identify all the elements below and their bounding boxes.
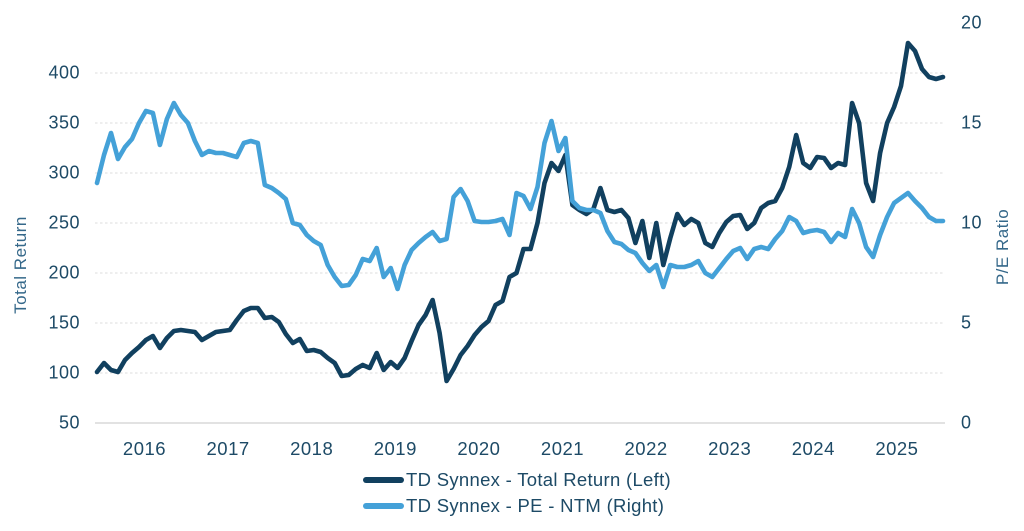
y-axis-left-tick-label: 50 xyxy=(58,412,80,433)
x-axis-year-label: 2017 xyxy=(206,438,250,459)
y-axis-left-tick-label: 250 xyxy=(48,212,80,233)
x-axis-year-label: 2020 xyxy=(457,438,501,459)
x-axis-year-label: 2019 xyxy=(373,438,417,459)
total-return-line-swatch-icon xyxy=(363,476,404,484)
x-axis-year-label: 2023 xyxy=(708,438,752,459)
legend-item-pe-ntm: TD Synnex - PE - NTM (Right) xyxy=(363,495,671,517)
y-axis-right-tick-label: 0 xyxy=(961,412,972,433)
x-axis-year-label: 2021 xyxy=(540,438,585,459)
y-axis-left-tick-label: 300 xyxy=(48,162,80,183)
x-axis-year-label: 2018 xyxy=(290,438,334,459)
y-axis-right-tick-label: 15 xyxy=(961,112,983,133)
pe-ntm-line-swatch-icon xyxy=(363,502,404,510)
x-axis-year-label: 2022 xyxy=(624,438,668,459)
x-axis-year-label: 2024 xyxy=(791,438,835,459)
y-axis-left-tick-label: 400 xyxy=(48,62,80,83)
y-axis-left-tick-label: 350 xyxy=(48,112,80,133)
legend-label: TD Synnex - PE - NTM (Right) xyxy=(406,495,665,516)
x-axis-year-label: 2025 xyxy=(875,438,919,459)
y-axis-left-tick-label: 100 xyxy=(48,362,80,383)
y-axis-right-tick-label: 10 xyxy=(961,212,983,233)
y-axis-right-tick-label: 5 xyxy=(961,312,972,333)
legend-label: TD Synnex - Total Return (Left) xyxy=(406,469,671,490)
legend: TD Synnex - Total Return (Left) TD Synne… xyxy=(363,469,671,517)
legend-item-total-return: TD Synnex - Total Return (Left) xyxy=(363,469,671,491)
y-axis-left-tick-label: 150 xyxy=(48,312,80,333)
y-axis-left-tick-label: 200 xyxy=(48,262,80,283)
x-axis-year-label: 2016 xyxy=(122,438,167,459)
y-axis-right-tick-label: 20 xyxy=(961,12,983,33)
